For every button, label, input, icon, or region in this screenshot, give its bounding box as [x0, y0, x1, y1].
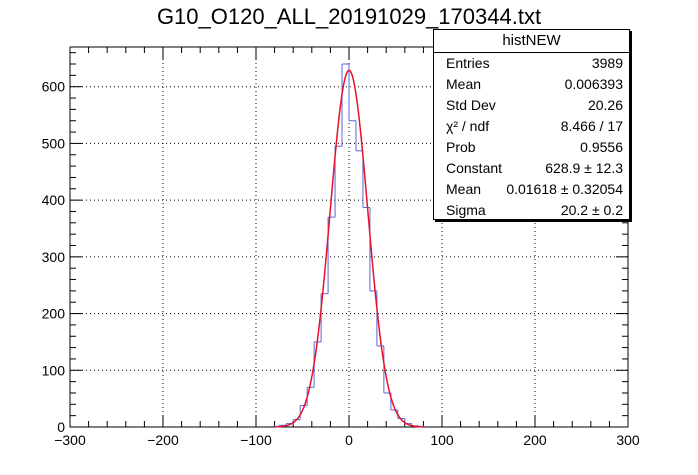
y-tick-label: 400 — [42, 192, 66, 208]
stats-row: Constant 628.9 ± 12.3 — [434, 158, 629, 179]
y-tick-label: 600 — [42, 79, 66, 95]
stats-row-value: 8.466 / 17 — [560, 118, 623, 134]
stats-row-label: Mean — [446, 76, 482, 92]
chart-title: G10_O120_ALL_20191029_170344.txt — [156, 4, 542, 29]
stats-row-label: Prob — [446, 139, 476, 155]
stats-row: χ² / ndf 8.466 / 17 — [434, 116, 629, 137]
stats-row-value: 0.9556 — [580, 139, 623, 155]
stats-row-label: Std Dev — [446, 97, 496, 113]
x-tick-label: 0 — [345, 432, 353, 448]
x-tick-label: 300 — [616, 432, 640, 448]
stats-row: Entries 3989 — [434, 53, 629, 74]
stats-row: Mean 0.006393 — [434, 74, 629, 95]
x-tick-label: 200 — [523, 432, 547, 448]
stats-box-title: histNEW — [434, 30, 629, 53]
stats-row-value: 20.26 — [587, 97, 623, 113]
y-tick-label: 500 — [42, 135, 66, 151]
x-tick-label: −100 — [240, 432, 272, 448]
stats-row-value: 0.006393 — [564, 76, 623, 92]
x-tick-label: −200 — [147, 432, 179, 448]
x-tick-label: −300 — [54, 432, 86, 448]
stats-row-label: Sigma — [446, 202, 486, 218]
fit-curve — [274, 69, 424, 428]
stats-row-value: 628.9 ± 12.3 — [545, 160, 623, 176]
x-tick-label: 100 — [430, 432, 454, 448]
stats-row-label: Mean — [446, 181, 482, 197]
y-tick-label: 300 — [42, 249, 66, 265]
y-tick-label: 200 — [42, 306, 66, 322]
y-tick-label: 100 — [42, 362, 66, 378]
stats-rows: Entries 3989 Mean 0.006393 Std Dev 20.26 χ² / … — [434, 53, 629, 221]
stats-row-value: 3989 — [591, 55, 623, 71]
histogram-series — [271, 63, 427, 427]
stats-row-label: Entries — [446, 55, 490, 71]
stats-row-label: χ² / ndf — [446, 118, 490, 134]
stats-row: Prob 0.9556 — [434, 137, 629, 158]
stats-box[interactable]: histNEW Entries 3989 Mean 0.006393 Std Dev 20… — [433, 29, 630, 220]
stats-row-value: 20.2 ± 0.2 — [560, 202, 623, 218]
y-tick-label: 0 — [57, 419, 65, 435]
stats-row: Std Dev 20.26 — [434, 95, 629, 116]
stats-row-value: 0.01618 ± 0.32054 — [506, 181, 623, 197]
stats-row-label: Constant — [446, 160, 503, 176]
stats-row: Sigma 20.2 ± 0.2 — [434, 200, 629, 221]
stats-row: Mean 0.01618 ± 0.32054 — [434, 179, 629, 200]
